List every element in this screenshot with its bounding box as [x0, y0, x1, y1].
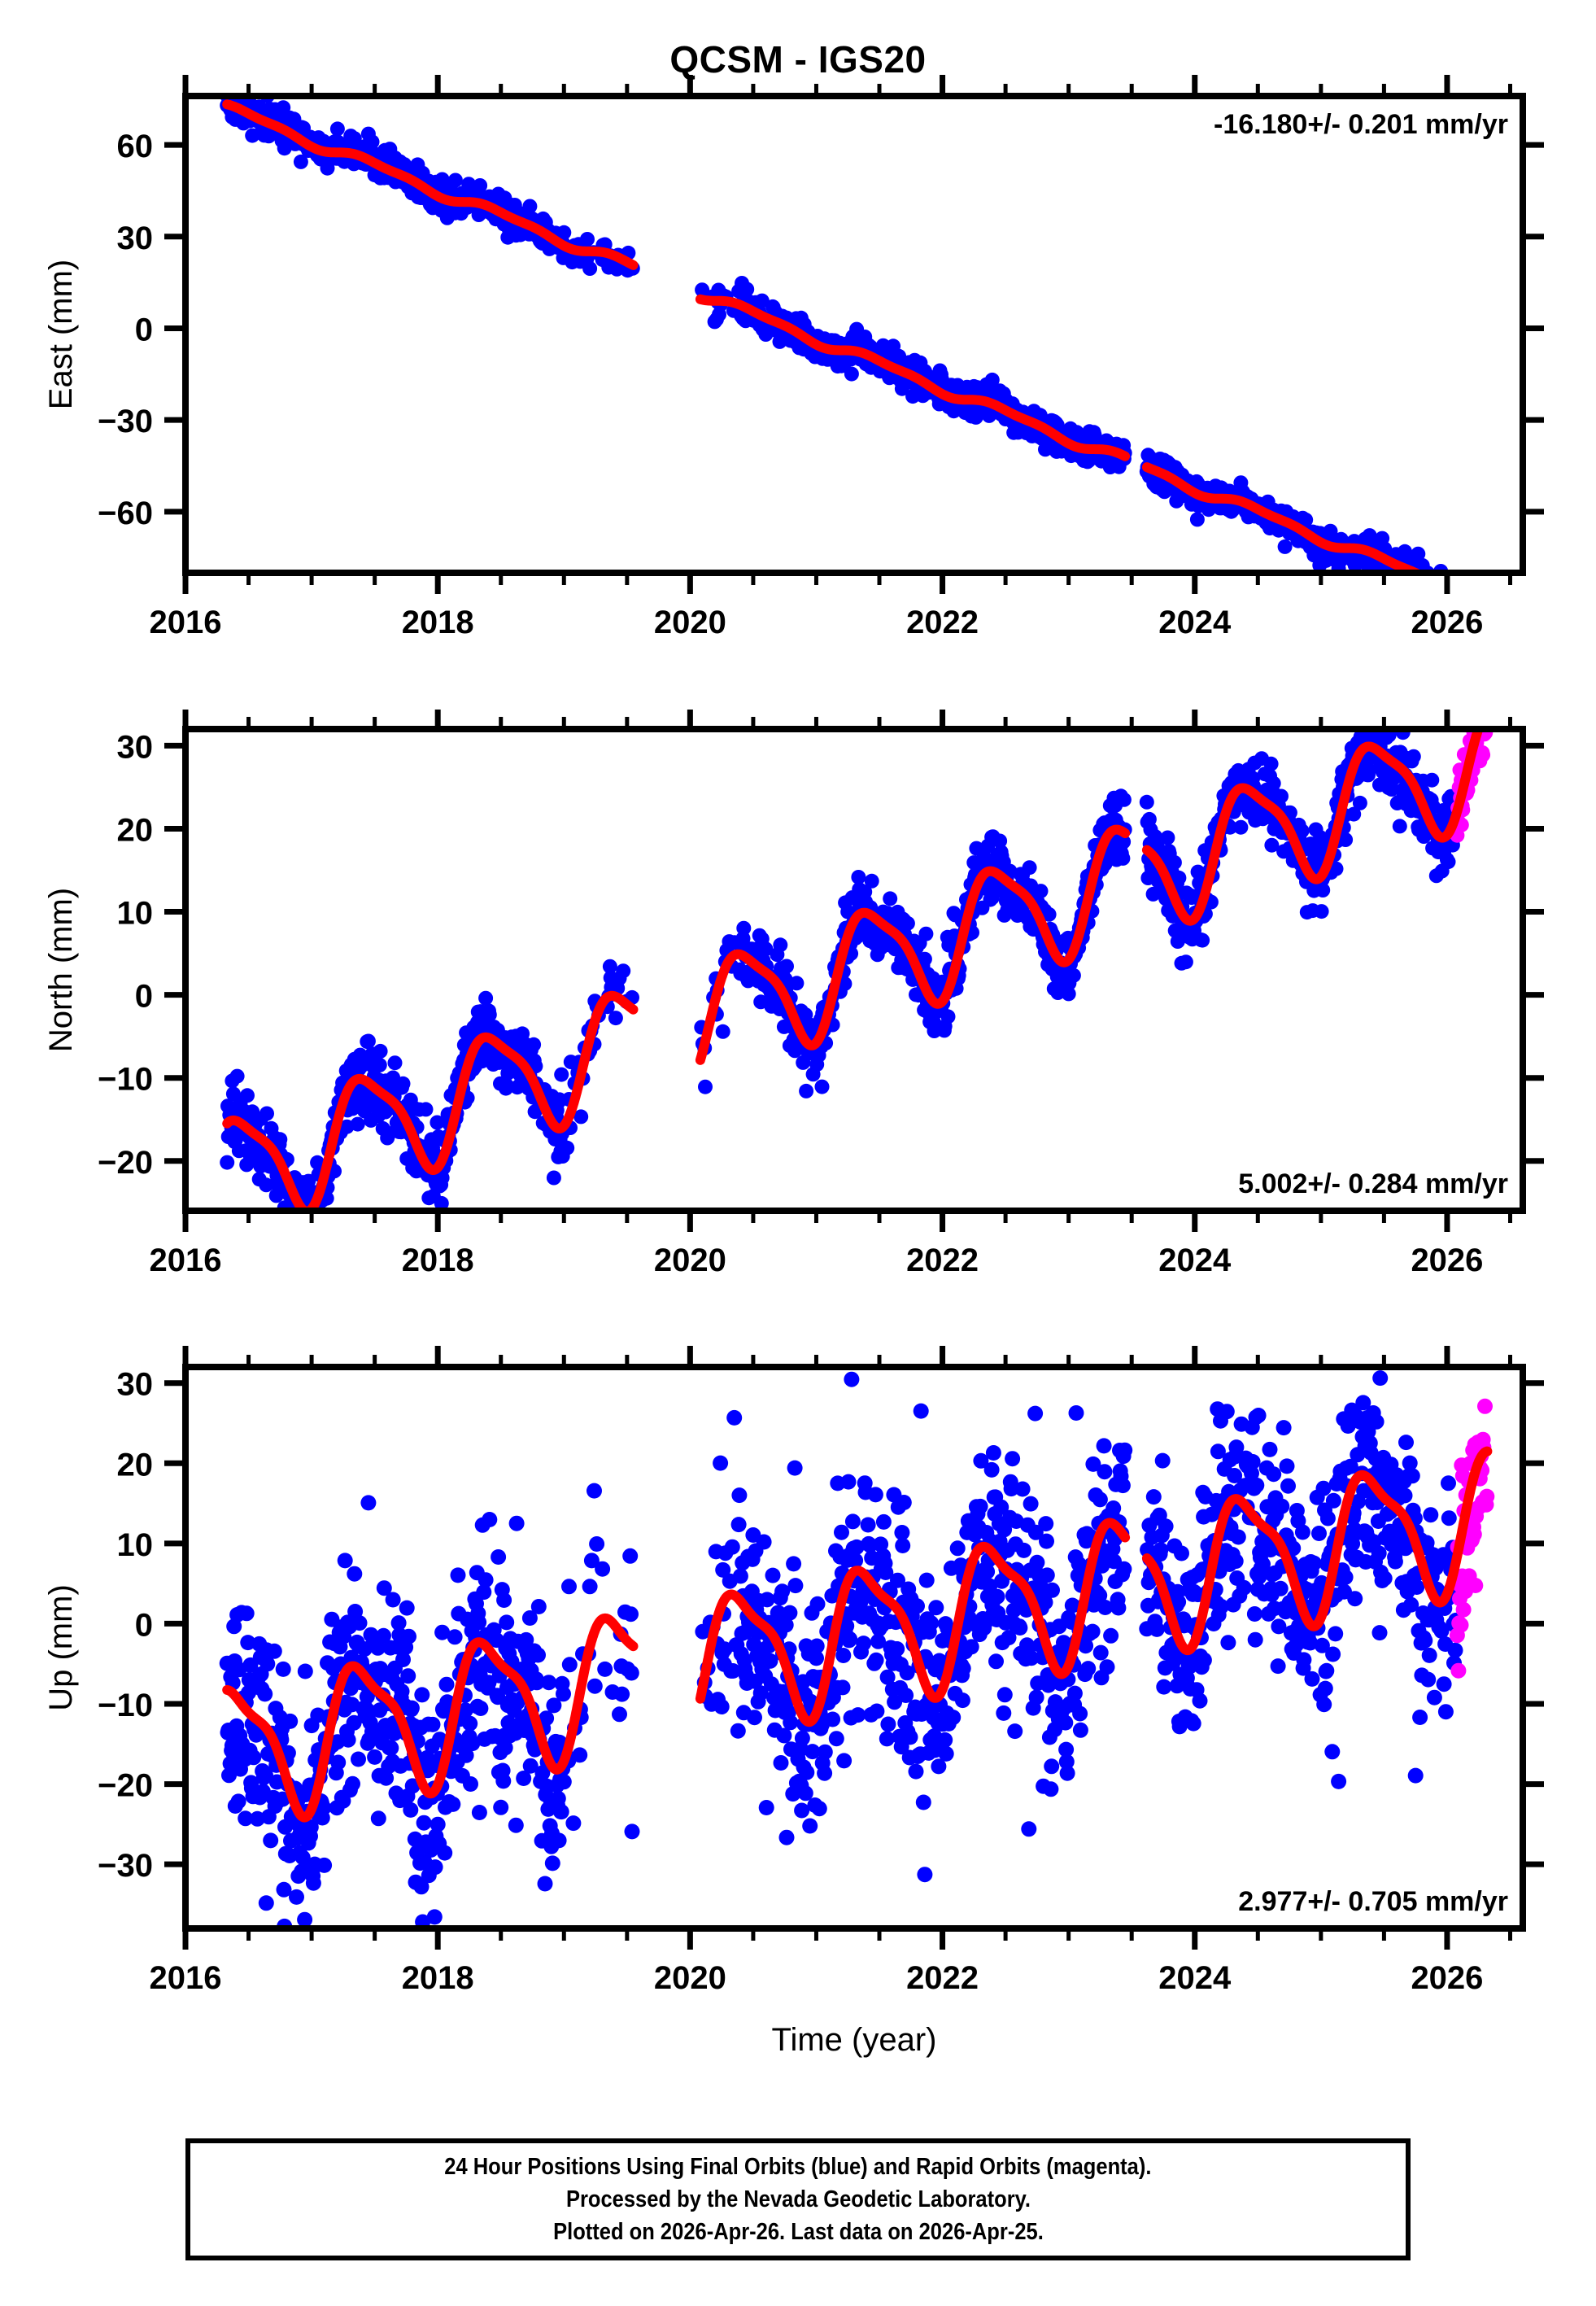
panel-up: 30 20 10 0 −10 −20 −30 2016 2018 2020 2022 2024 2026…: [0, 1344, 1596, 2142]
x-tick-label: 2022: [906, 1243, 979, 1278]
x-tick-label: 2016: [150, 605, 222, 640]
model-fit-line-east: [222, 99, 1420, 570]
x-tick-labels: 2016 2018 2020 2022 2024 2026: [150, 1960, 1484, 1996]
x-tick-label: 2018: [402, 1960, 474, 1996]
plot-frame: [182, 1364, 1526, 1932]
y-tick-label: 30: [117, 1367, 154, 1403]
y-tick-label: −10: [98, 1062, 153, 1098]
y-tick-label: 10: [117, 896, 154, 932]
y-tick-label: 0: [135, 1607, 153, 1643]
y-tick-label: −20: [98, 1768, 153, 1804]
x-tick-label: 2022: [906, 1960, 979, 1996]
y-axis-title: Up (mm): [43, 1584, 79, 1711]
chart-north: 30 20 10 0 −10 −20 2016 2018 2020 2022 2024 2026 Nor…: [43, 710, 1544, 1278]
y-axis-title: North (mm): [43, 888, 79, 1052]
x-tick-label: 2024: [1158, 1960, 1232, 1996]
plot-frame: [182, 93, 1526, 576]
y-tick-label: 0: [135, 312, 153, 347]
model-fit-line-north: [222, 732, 1483, 1208]
x-tick-label: 2026: [1411, 605, 1483, 640]
x-tick-label: 2024: [1158, 605, 1232, 640]
y-tick-label: 30: [117, 221, 154, 256]
footer-note-box: 24 Hour Positions Using Final Orbits (bl…: [185, 2138, 1411, 2260]
x-tick-label: 2024: [1158, 1243, 1232, 1278]
x-tick-label: 2016: [150, 1960, 222, 1996]
page-title: QCSM - IGS20: [669, 38, 927, 81]
x-axis-title: Time (year): [772, 2022, 937, 2058]
model-fit-line-up: [222, 1446, 1493, 1823]
panel-east: 60 30 0 −30 −60 2016 2018 2020 2022 2024 2026 East …: [0, 73, 1596, 716]
footer-line-2: Processed by the Nevada Geodetic Laborat…: [565, 2186, 1031, 2212]
x-tick-labels: 2016 2018 2020 2022 2024 2026: [150, 605, 1484, 640]
footer-line-3: Plotted on 2026-Apr-26. Last data on 202…: [552, 2219, 1044, 2245]
y-tick-label: −30: [98, 1848, 153, 1884]
data-points-up: [219, 1370, 1495, 1925]
y-axis-title: East (mm): [43, 260, 79, 409]
plot-frame: [182, 726, 1526, 1214]
x-ticks: [182, 75, 1512, 594]
rate-annotation-north: 5.002+/- 0.284 mm/yr: [1238, 1168, 1508, 1199]
x-tick-label: 2026: [1411, 1243, 1483, 1278]
x-ticks: [182, 1346, 1512, 1950]
x-tick-label: 2016: [150, 1243, 222, 1278]
x-tick-label: 2022: [906, 605, 979, 640]
x-tick-label: 2026: [1411, 1960, 1483, 1996]
rate-annotation-up: 2.977+/- 0.705 mm/yr: [1238, 1886, 1508, 1917]
y-tick-label: 20: [117, 812, 154, 848]
y-tick-label: 20: [117, 1447, 154, 1483]
y-tick-label: 10: [117, 1527, 154, 1563]
chart-east: 60 30 0 −30 −60 2016 2018 2020 2022 2024 2026 East …: [43, 75, 1544, 640]
data-points-north: [220, 732, 1494, 1208]
rate-annotation-east: -16.180+/- 0.201 mm/yr: [1214, 109, 1508, 140]
x-tick-label: 2018: [402, 605, 474, 640]
footer-line-1: 24 Hour Positions Using Final Orbits (bl…: [444, 2153, 1152, 2180]
y-tick-label: 60: [117, 129, 154, 164]
y-tick-label: −20: [98, 1145, 153, 1181]
x-tick-label: 2018: [402, 1243, 474, 1278]
y-tick-label: −60: [98, 496, 153, 531]
y-tick-label: 0: [135, 979, 153, 1015]
chart-up: 30 20 10 0 −10 −20 −30 2016 2018 2020 2022 2024 2026…: [43, 1346, 1544, 2058]
x-tick-label: 2020: [654, 1243, 726, 1278]
x-tick-label: 2020: [654, 605, 726, 640]
x-tick-label: 2020: [654, 1960, 726, 1996]
x-ticks: [182, 710, 1512, 1232]
y-tick-label: 30: [117, 729, 154, 765]
y-tick-label: −10: [98, 1688, 153, 1723]
y-ticks: 30 20 10 0 −10 −20: [98, 729, 1544, 1181]
x-tick-labels: 2016 2018 2020 2022 2024 2026: [150, 1243, 1484, 1278]
panel-north: 30 20 10 0 −10 −20 2016 2018 2020 2022 2024 2026 Nor…: [0, 710, 1596, 1344]
y-tick-label: −30: [98, 404, 153, 439]
y-ticks: 60 30 0 −30 −60: [98, 129, 1544, 531]
y-ticks: 30 20 10 0 −10 −20 −30: [98, 1367, 1544, 1884]
